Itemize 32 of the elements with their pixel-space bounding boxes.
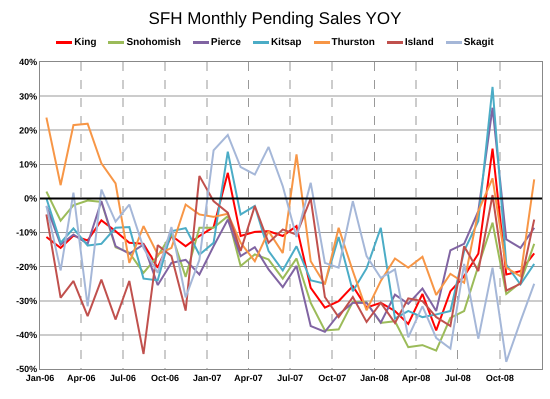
x-tick-label: Oct-07 (318, 372, 346, 383)
y-tick-label: -30% (16, 296, 38, 306)
x-tick-label: Apr-07 (234, 372, 263, 383)
chart-title: SFH Monthly Pending Sales YOY (148, 8, 402, 28)
y-tick-label: -20% (16, 262, 38, 272)
legend-label: Skagit (464, 37, 494, 48)
legend-label: Thurston (332, 37, 375, 48)
x-tick-label: Jul-06 (110, 372, 136, 383)
x-tick-label: Oct-08 (486, 372, 514, 383)
y-tick-label: -10% (16, 228, 38, 238)
x-tick-label: Jan-08 (360, 372, 389, 383)
legend-label: Pierce (210, 37, 241, 48)
y-tick-label: -50% (16, 364, 38, 374)
y-tick-label: 0% (24, 194, 38, 204)
line-series (45, 148, 536, 332)
x-tick-label: Apr-06 (66, 372, 96, 383)
line-series (45, 134, 536, 363)
y-tick-label: 10% (19, 159, 38, 170)
y-tick-label: -40% (16, 330, 38, 340)
legend-label: Island (404, 37, 434, 48)
x-tick-label: Jan-06 (26, 372, 54, 383)
y-tick-label: 30% (19, 91, 38, 102)
x-tick-label: Apr-08 (402, 372, 430, 383)
y-tick-label: 20% (19, 125, 38, 136)
legend-label: Kitsap (270, 37, 302, 48)
x-tick-label: Oct-06 (151, 372, 180, 383)
x-tick-label: Jul-08 (444, 372, 471, 383)
x-tick-label: Jul-07 (277, 372, 304, 383)
x-tick-label: Jan-07 (192, 372, 222, 383)
legend-label: King (74, 37, 96, 48)
y-tick-label: 40% (19, 57, 38, 68)
legend-label: Snohomish (126, 37, 181, 48)
